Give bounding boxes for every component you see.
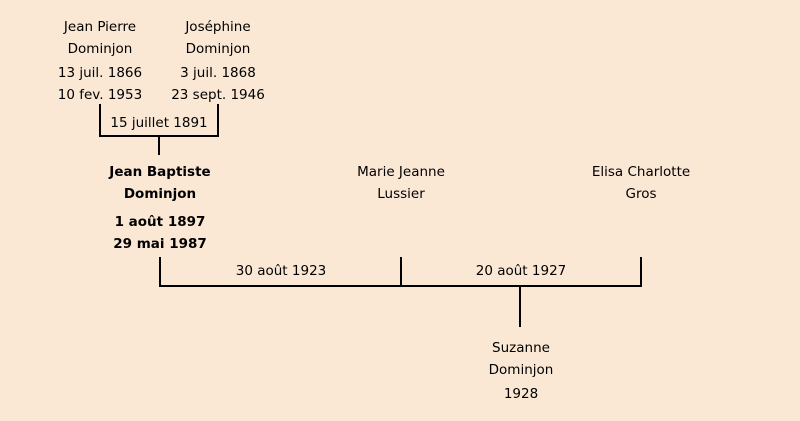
person-death-date: 10 fev. 1953 bbox=[57, 87, 143, 103]
connector-child-drop-jean-baptiste bbox=[158, 137, 160, 155]
person-surname: Dominjon bbox=[123, 186, 197, 202]
connector-drop-josephine bbox=[217, 104, 219, 137]
person-surname: Dominjon bbox=[185, 41, 251, 57]
person-surname: Dominjon bbox=[488, 362, 554, 378]
person-node-jean-pierre[interactable]: Jean Pierre Dominjon 13 juil. 1866 10 fe… bbox=[30, 16, 170, 106]
connector-drop-jean-pierre bbox=[99, 104, 101, 137]
connector-drop-elisa-charlotte bbox=[640, 257, 642, 285]
person-birth-date: 3 juil. 1868 bbox=[180, 65, 256, 81]
person-given-name: Joséphine bbox=[185, 19, 251, 35]
person-node-jean-baptiste[interactable]: Jean Baptiste Dominjon 1 août 1897 29 ma… bbox=[90, 161, 230, 255]
person-node-marie-jeanne[interactable]: Marie Jeanne Lussier bbox=[331, 161, 471, 205]
person-birth-date: 13 juil. 1866 bbox=[57, 65, 143, 81]
person-given-name: Suzanne bbox=[492, 340, 550, 356]
connector-marriages-rail bbox=[159, 285, 642, 287]
person-death-date: 29 mai 1987 bbox=[113, 236, 207, 252]
person-given-name: Jean Baptiste bbox=[109, 164, 211, 180]
marriage3-date-label[interactable]: 20 août 1927 bbox=[475, 263, 567, 279]
marriage1-date-label[interactable]: 15 juillet 1891 bbox=[110, 115, 208, 131]
person-node-suzanne[interactable]: Suzanne Dominjon 1928 bbox=[451, 337, 591, 405]
connector-child-drop-suzanne bbox=[519, 287, 521, 327]
connector-drop-marie-jeanne bbox=[400, 257, 402, 285]
person-given-name: Marie Jeanne bbox=[357, 164, 445, 180]
person-surname: Gros bbox=[625, 186, 657, 202]
connector-drop-jean-baptiste bbox=[159, 257, 161, 285]
marriage2-date-label[interactable]: 30 août 1923 bbox=[235, 263, 327, 279]
person-surname: Dominjon bbox=[67, 41, 133, 57]
person-birth-date: 1928 bbox=[503, 386, 539, 402]
connector-marriage1-rail bbox=[99, 135, 219, 137]
person-birth-date: 1 août 1897 bbox=[114, 214, 206, 230]
person-death-date: 23 sept. 1946 bbox=[171, 87, 265, 103]
person-given-name: Elisa Charlotte bbox=[591, 164, 691, 180]
person-node-elisa-charlotte[interactable]: Elisa Charlotte Gros bbox=[571, 161, 711, 205]
person-node-josephine[interactable]: Joséphine Dominjon 3 juil. 1868 23 sept.… bbox=[148, 16, 288, 106]
person-surname: Lussier bbox=[377, 186, 425, 202]
person-given-name: Jean Pierre bbox=[63, 19, 137, 35]
